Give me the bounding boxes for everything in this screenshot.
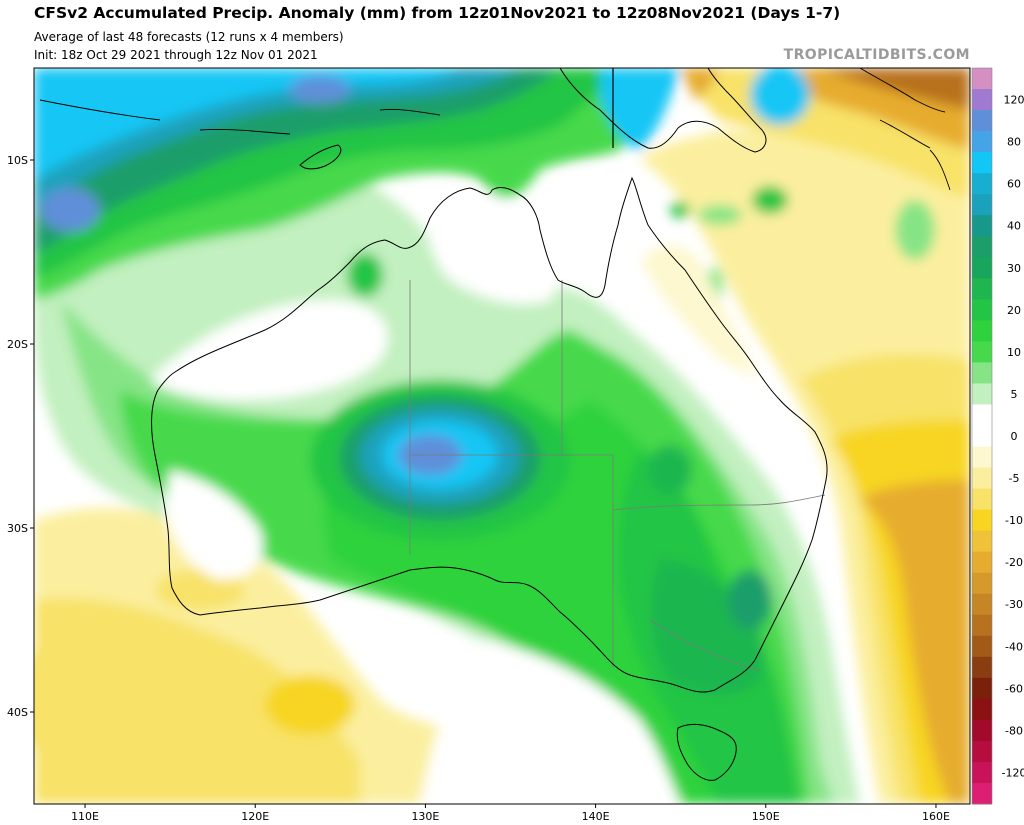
colorbar-label: -10 <box>1005 514 1023 527</box>
colorbar-label: 60 <box>1007 178 1021 191</box>
colorbar-label: 40 <box>1007 220 1021 233</box>
colorbar-swatch <box>972 635 992 658</box>
colorbar-swatch <box>972 68 992 90</box>
colorbar-label: 30 <box>1007 262 1021 275</box>
colorbar-label: 120 <box>1004 94 1024 107</box>
init-time: Init: 18z Oct 29 2021 through 12z Nov 01… <box>34 48 318 62</box>
colorbar-label: -40 <box>1005 640 1023 653</box>
colorbar-swatch <box>972 110 992 132</box>
colorbar-swatch <box>972 740 992 763</box>
map-title: CFSv2 Accumulated Precip. Anomaly (mm) f… <box>34 4 841 22</box>
lon-tick-label: 120E <box>241 810 269 823</box>
colorbar: 120 80 60 40 30 20 10 5 0 -5 -10 -20 -30 -40 -60 -80 -12… <box>971 67 1024 805</box>
colorbar-label: -60 <box>1005 682 1023 695</box>
latitude-axis: 10S 20S 30S 40S <box>7 154 34 719</box>
colorbar-swatch <box>972 215 992 237</box>
colorbar-frame <box>971 67 993 805</box>
colorbar-label: 80 <box>1007 136 1021 149</box>
colorbar-label: -20 <box>1005 556 1023 569</box>
colorbar-swatch <box>972 236 992 258</box>
colorbar-swatch <box>972 551 992 574</box>
colorbar-swatch <box>972 614 992 637</box>
australia-coastline <box>151 176 828 693</box>
indonesia-islands <box>39 99 951 191</box>
colorbar-label: -80 <box>1005 724 1023 737</box>
tasmania-coastline <box>676 723 737 781</box>
anomaly-field <box>34 68 970 804</box>
colorbar-label: 20 <box>1007 304 1021 317</box>
timor-coastline <box>299 144 342 170</box>
colorbar-swatch <box>972 257 992 279</box>
colorbar-swatch <box>972 488 992 511</box>
colorbar-label: 10 <box>1007 346 1021 359</box>
state-borders <box>409 280 826 671</box>
lat-tick-label: 20S <box>7 338 28 351</box>
lon-tick-label: 150E <box>752 810 780 823</box>
colorbar-swatch <box>972 404 992 426</box>
colorbar-label: 5 <box>1011 388 1018 401</box>
colorbar-swatch <box>972 362 992 384</box>
colorbar-swatch <box>972 278 992 300</box>
colorbar-swatch <box>972 152 992 174</box>
lon-tick-label: 160E <box>922 810 950 823</box>
colorbar-swatch <box>972 572 992 595</box>
colorbar-swatch <box>972 698 992 721</box>
colorbar-swatch <box>972 383 992 405</box>
lon-tick-label: 140E <box>582 810 610 823</box>
colorbar-swatch <box>972 530 992 553</box>
longitude-axis: 110E 120E 130E 140E 150E 160E <box>71 804 950 823</box>
colorbar-swatch <box>972 320 992 342</box>
colorbar-swatch <box>972 194 992 216</box>
lat-tick-label: 10S <box>7 154 28 167</box>
colorbar-swatch <box>972 593 992 616</box>
colorbar-label: 0 <box>1011 430 1018 443</box>
map-frame <box>33 67 971 805</box>
colorbar-swatch <box>972 299 992 321</box>
lat-tick-label: 30S <box>7 522 28 535</box>
lon-tick-label: 110E <box>71 810 99 823</box>
map-subtitle: Average of last 48 forecasts (12 runs x … <box>34 30 344 44</box>
melanesia-islands <box>859 68 946 113</box>
lat-tick-label: 40S <box>7 706 28 719</box>
colorbar-label: -30 <box>1005 598 1023 611</box>
colorbar-swatch <box>972 341 992 363</box>
colorbar-swatch <box>972 782 992 805</box>
colorbar-swatch <box>972 446 992 469</box>
colorbar-swatch <box>972 173 992 195</box>
colorbar-swatch <box>972 719 992 742</box>
colorbar-label: -120 <box>1002 766 1024 779</box>
colorbar-swatch <box>972 677 992 700</box>
colorbar-swatch <box>972 425 992 448</box>
colorbar-swatch <box>972 656 992 679</box>
colorbar-label: -5 <box>1009 472 1020 485</box>
colorbar-swatch <box>972 89 992 111</box>
lon-tick-label: 130E <box>411 810 439 823</box>
colorbar-swatch <box>972 761 992 784</box>
site-credit: TROPICALTIDBITS.COM <box>783 47 970 63</box>
colorbar-swatch <box>972 131 992 153</box>
colorbar-swatch <box>972 467 992 490</box>
new-guinea-coastline <box>559 68 767 153</box>
colorbar-swatch <box>972 509 992 532</box>
